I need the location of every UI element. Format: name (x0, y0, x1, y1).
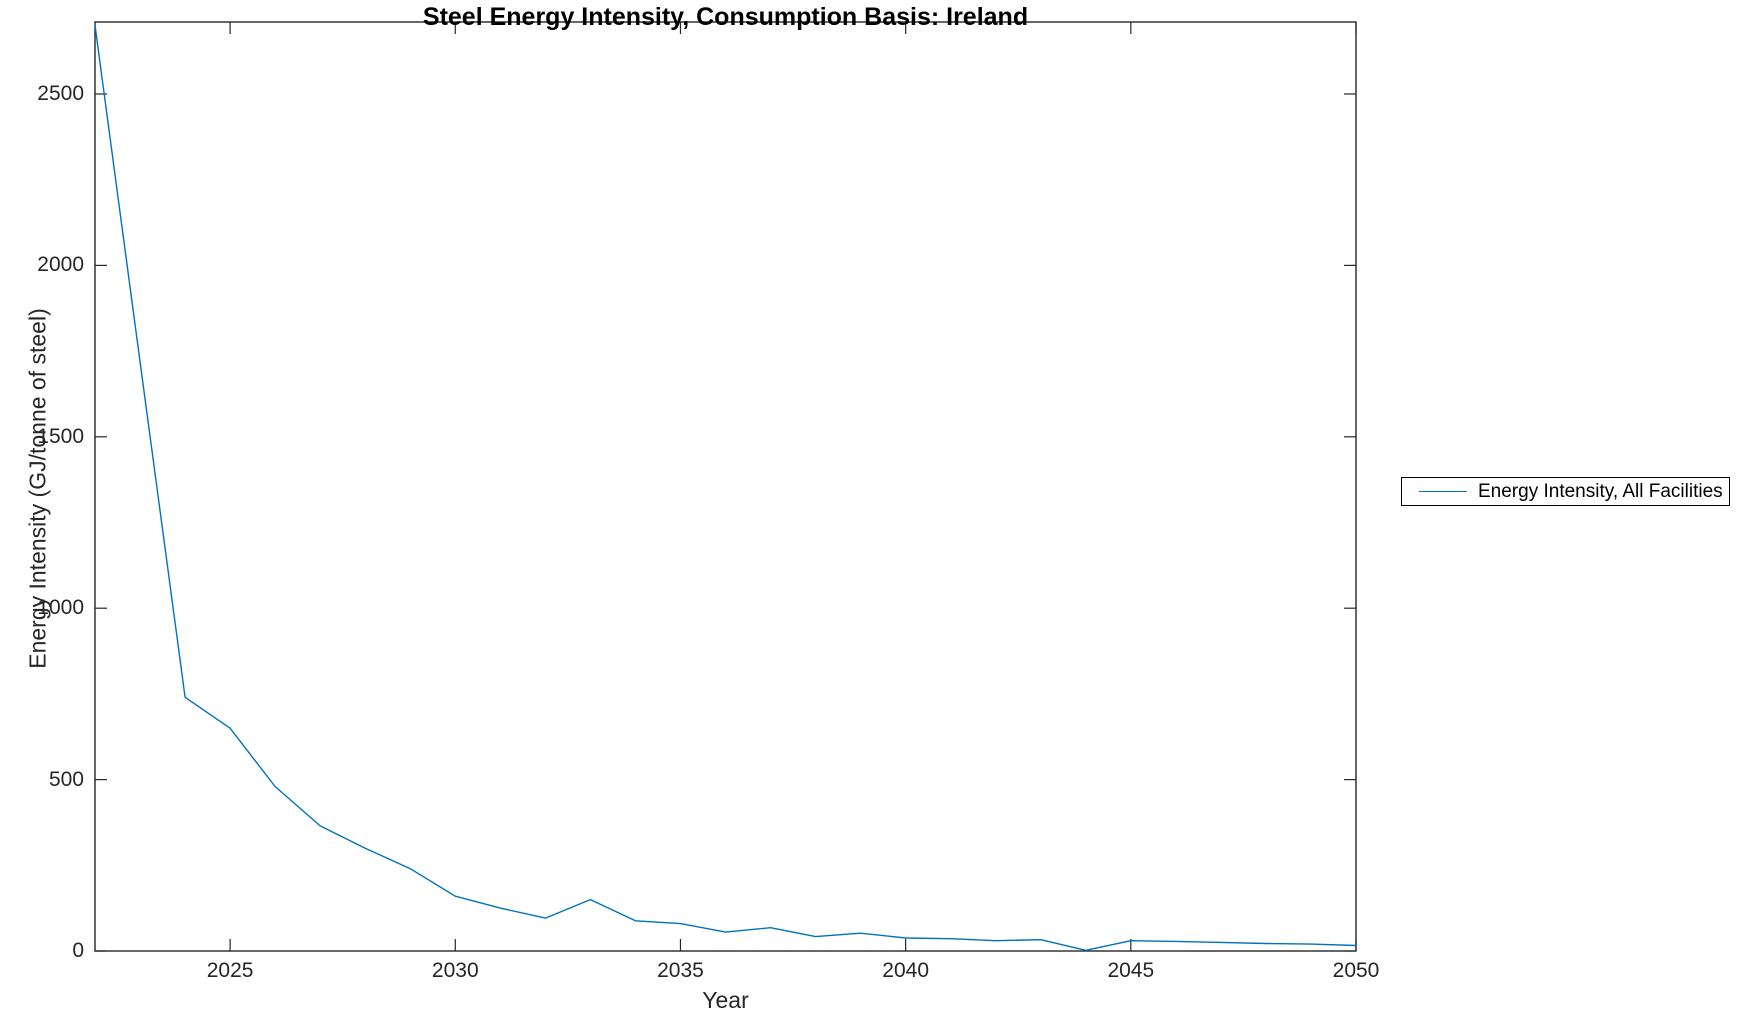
x-axis-label: Year (702, 987, 749, 1013)
legend-label: Energy Intensity, All Facilities (1478, 480, 1723, 502)
x-tick-label: 2050 (1332, 959, 1380, 982)
y-tick-label: 1000 (37, 596, 84, 620)
series-line (94, 24, 1357, 951)
chart-title: Steel Energy Intensity, Consumption Basi… (422, 3, 1029, 31)
plot-border (94, 21, 1357, 952)
x-tick-label: 2045 (1107, 959, 1155, 982)
y-axis-label: Energy Intensity (GJ/tonne of steel) (24, 308, 51, 669)
legend-line-sample-icon (1419, 491, 1467, 492)
x-tick-label: 2025 (206, 959, 254, 982)
y-tick-label: 500 (48, 767, 84, 791)
y-tick-label: 0 (72, 939, 84, 962)
x-tick-label: 2030 (431, 959, 479, 982)
y-tick-label: 1500 (37, 424, 84, 448)
y-tick-label: 2000 (37, 253, 84, 277)
x-tick-label: 2035 (657, 959, 704, 982)
x-tick-label: 2040 (882, 959, 929, 982)
legend-entry: Energy Intensity, All Facilities (1402, 481, 1723, 503)
legend: Energy Intensity, All Facilities (1401, 477, 1730, 506)
y-tick-label: 2500 (37, 81, 84, 105)
